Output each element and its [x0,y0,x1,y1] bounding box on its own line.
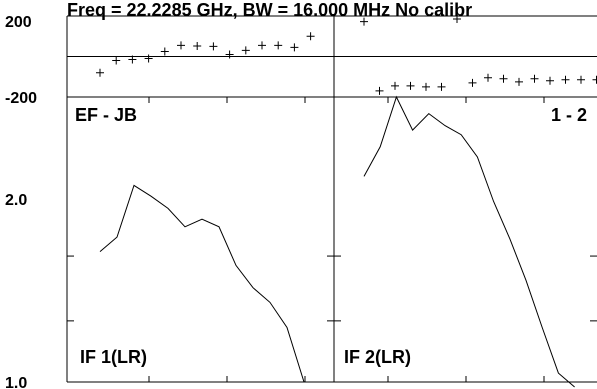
baseline-label: EF - JB [75,105,137,125]
phase-ytick-label: -200 [5,90,37,107]
phase-point [128,55,137,64]
phase-point [422,82,430,91]
phase-point [561,75,570,84]
phase-point [160,47,169,56]
amp-series-line [363,95,575,388]
baseline-corner-label: 1 - 2 [551,105,587,125]
amp-series-line [99,184,305,383]
amp-ytick-label: 1.0 [5,375,27,389]
phase-point [515,77,523,86]
series-label: IF 1(LR) [80,347,147,367]
phase-point [484,73,492,82]
phase-point [577,75,585,84]
phase-point [209,42,218,51]
phase-point [375,86,384,95]
phase-point [241,46,250,55]
phase-point [225,50,234,59]
phase-point [96,68,104,77]
phase-point [290,43,299,52]
phase-point [193,41,202,50]
phase-point [391,81,399,90]
phase-point [360,17,368,26]
phase-point [453,15,461,24]
phase-point [592,75,597,84]
phase-point [258,41,266,50]
phase-point [274,41,283,50]
series-label: IF 2(LR) [344,347,411,367]
phase-point [468,78,477,87]
phase-point [306,32,315,41]
phase-point [437,82,446,91]
phase-point [177,41,185,50]
amp-ytick-label: 2.0 [5,192,27,209]
phase-point [406,81,415,90]
phase-point [499,74,508,83]
phase-point [546,76,554,85]
phase-point [530,74,539,83]
chart-title: Freq = 22.2285 GHz, BW = 16.000 MHz No c… [67,0,472,20]
phase-point [144,54,153,63]
phase-ytick-label: 200 [5,14,32,31]
phase-point [112,56,121,65]
